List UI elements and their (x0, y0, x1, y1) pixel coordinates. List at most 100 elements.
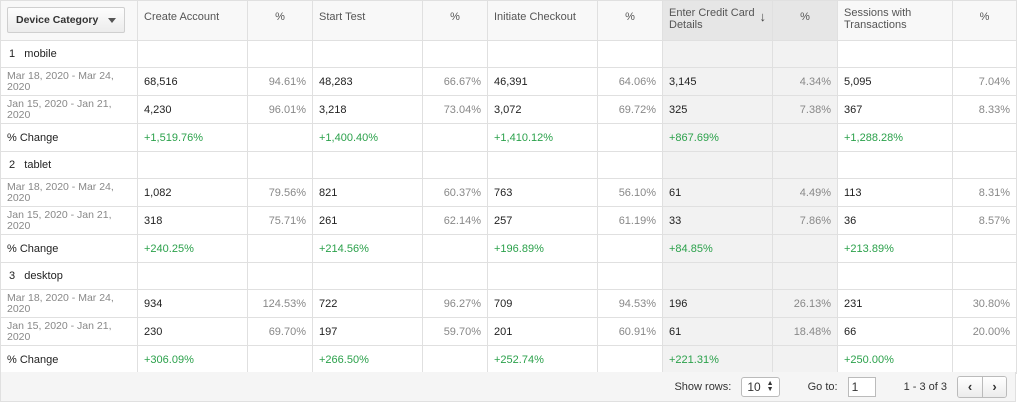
metric-percent: 4.34% (772, 67, 838, 96)
metric-percent: 124.53% (247, 289, 313, 318)
metric-value: 261 (312, 206, 423, 235)
change-value: +84.85% (662, 234, 773, 263)
group-cell (312, 40, 423, 68)
table-footer: Show rows: 10 ▲ ▼ Go to: 1 1 - 3 of 3 ‹ › (0, 372, 1016, 402)
metric-percent: 30.80% (952, 289, 1017, 318)
metric-value: 46,391 (487, 67, 598, 96)
group-name[interactable]: 3 desktop (0, 262, 138, 290)
header-enter-credit-card-pct[interactable]: % (772, 0, 838, 41)
change-empty (247, 234, 313, 263)
change-value: +306.09% (137, 345, 248, 374)
metric-value: 5,095 (837, 67, 953, 96)
metric-percent: 79.56% (247, 178, 313, 207)
metric-value: 113 (837, 178, 953, 207)
table-row: Jan 15, 2020 - Jan 21, 2020 4,230 96.01% 3,… (0, 95, 1017, 124)
group-row: 1 mobile (0, 40, 1017, 68)
table-row: Mar 18, 2020 - Mar 24, 2020 68,516 94.61% 4… (0, 67, 1017, 96)
metric-value: 3,145 (662, 67, 773, 96)
table-row: Mar 18, 2020 - Mar 24, 2020 934 124.53% 722… (0, 289, 1017, 318)
report-table: Device Category Create Account % Start T… (0, 0, 1017, 374)
metric-percent: 7.04% (952, 67, 1017, 96)
metric-value: 257 (487, 206, 598, 235)
header-initiate-checkout-pct[interactable]: % (597, 0, 663, 41)
change-empty (597, 345, 663, 374)
group-cell (137, 40, 248, 68)
change-value: +240.25% (137, 234, 248, 263)
change-empty (952, 123, 1017, 152)
metric-percent: 69.72% (597, 95, 663, 124)
change-label: % Change (0, 345, 138, 374)
change-empty (952, 345, 1017, 374)
metric-value: 709 (487, 289, 598, 318)
change-value: +250.00% (837, 345, 953, 374)
goto-input[interactable]: 1 (847, 376, 876, 397)
metric-value: 197 (312, 317, 423, 346)
chevron-right-icon[interactable]: › (982, 376, 1006, 397)
change-row: % Change +240.25% +214.56% +196.89% +84.85% +… (0, 234, 1017, 263)
dimension-label: Device Category (16, 14, 99, 26)
header-enter-credit-card-label: Enter Credit Card Details (669, 7, 755, 31)
header-create-account-pct[interactable]: % (247, 0, 313, 41)
group-cell (312, 262, 423, 290)
metric-percent: 61.19% (597, 206, 663, 235)
group-cell (772, 151, 838, 179)
group-cell (597, 262, 663, 290)
change-value: +1,519.76% (137, 123, 248, 152)
pager: ‹ › (957, 375, 1007, 398)
change-row: % Change +1,519.76% +1,400.40% +1,410.12% +8… (0, 123, 1017, 152)
metric-value: 230 (137, 317, 248, 346)
date-range: Jan 15, 2020 - Jan 21, 2020 (0, 206, 138, 235)
change-empty (247, 123, 313, 152)
group-name[interactable]: 2 tablet (0, 151, 138, 179)
change-value: +252.74% (487, 345, 598, 374)
header-enter-credit-card[interactable]: ↓ Enter Credit Card Details (662, 0, 773, 41)
group-cell (137, 262, 248, 290)
header-initiate-checkout[interactable]: Initiate Checkout (487, 0, 598, 41)
header-start-test-pct[interactable]: % (422, 0, 488, 41)
group-name[interactable]: 1 mobile (0, 40, 138, 68)
metric-value: 4,230 (137, 95, 248, 124)
change-label: % Change (0, 123, 138, 152)
metric-percent: 60.37% (422, 178, 488, 207)
group-row: 2 tablet (0, 151, 1017, 179)
metric-percent: 7.86% (772, 206, 838, 235)
metric-percent: 8.31% (952, 178, 1017, 207)
change-empty (772, 234, 838, 263)
metric-percent: 96.27% (422, 289, 488, 318)
group-cell (952, 151, 1017, 179)
metric-value: 33 (662, 206, 773, 235)
metric-value: 231 (837, 289, 953, 318)
group-cell (247, 40, 313, 68)
group-cell (772, 262, 838, 290)
header-sessions-with-transactions[interactable]: Sessions with Transactions (837, 0, 953, 41)
metric-percent: 94.53% (597, 289, 663, 318)
metric-value: 318 (137, 206, 248, 235)
header-start-test[interactable]: Start Test (312, 0, 423, 41)
change-empty (597, 123, 663, 152)
table-row: Jan 15, 2020 - Jan 21, 2020 318 75.71% 261 6… (0, 206, 1017, 235)
change-empty (772, 345, 838, 374)
change-value: +266.50% (312, 345, 423, 374)
show-rows-select[interactable]: 10 ▲ ▼ (741, 376, 780, 397)
group-cell (422, 40, 488, 68)
group-cell (597, 151, 663, 179)
page-range: 1 - 3 of 3 (903, 380, 947, 393)
caret-down-icon (108, 17, 117, 23)
date-range: Mar 18, 2020 - Mar 24, 2020 (0, 67, 138, 96)
up-down-arrows-icon: ▲ ▼ (766, 379, 774, 393)
header-sessions-pct[interactable]: % (952, 0, 1017, 41)
header-create-account[interactable]: Create Account (137, 0, 248, 41)
metric-percent: 64.06% (597, 67, 663, 96)
change-value: +213.89% (837, 234, 953, 263)
change-empty (597, 234, 663, 263)
device-category-selector[interactable]: Device Category (7, 7, 126, 33)
change-value: +1,400.40% (312, 123, 423, 152)
show-rows-value: 10 (747, 379, 761, 394)
change-value: +221.31% (662, 345, 773, 374)
metric-value: 325 (662, 95, 773, 124)
metric-value: 201 (487, 317, 598, 346)
table-row: Jan 15, 2020 - Jan 21, 2020 230 69.70% 197 5… (0, 317, 1017, 346)
chevron-left-icon[interactable]: ‹ (958, 376, 982, 397)
change-value: +214.56% (312, 234, 423, 263)
group-cell (137, 151, 248, 179)
